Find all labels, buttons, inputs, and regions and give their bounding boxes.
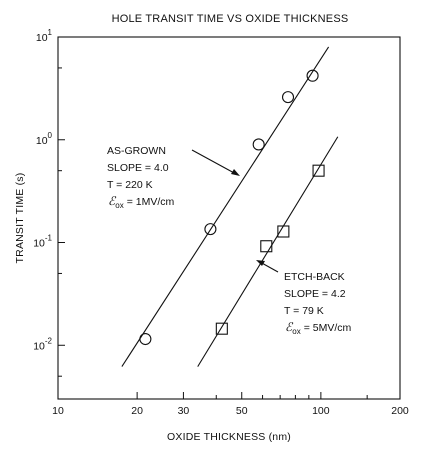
y-axis: 10-2 10-1 100 101 (33, 28, 65, 377)
data-point-circle (281, 91, 295, 104)
field-subscript: ox (115, 201, 123, 210)
y-tick-label: 100 (36, 131, 53, 147)
annotation-as-grown-name: AS-GROWN (107, 145, 166, 157)
y-tick-label: 10-1 (33, 234, 52, 250)
annotation-as-grown-pointer (191, 149, 237, 175)
x-axis: 10 20 30 50 100 200 (52, 392, 409, 417)
annotation-as-grown-slope: SLOPE = 4.0 (107, 162, 169, 174)
y-axis-title: TRANSIT TIME (s) (14, 173, 26, 264)
annotation-etch-back-name: ETCH-BACK (284, 271, 345, 283)
data-point-circle (252, 138, 265, 151)
data-point-square (215, 322, 228, 335)
annotation-etch-back-field: ℰox = 5MV/cm (285, 320, 352, 336)
x-tick-label: 30 (178, 405, 190, 417)
annotation-etch-back-slope: SLOPE = 4.2 (284, 288, 346, 300)
annotation-etch-back: ETCH-BACK SLOPE = 4.2 T = 79 K ℰox = 5MV/… (256, 260, 352, 336)
fit-line-as-grown (121, 46, 330, 367)
data-point-circle (204, 223, 217, 236)
data-point-square (277, 225, 290, 238)
annotation-etch-back-arrowhead (256, 260, 265, 266)
field-symbol: ℰ (108, 194, 117, 208)
annotation-as-grown-arrowhead (231, 169, 240, 176)
x-tick-label: 100 (312, 405, 330, 417)
data-point-square (260, 240, 273, 253)
y-tick-label: 101 (36, 28, 53, 44)
annotation-as-grown-field: ℰox = 1MV/cm (108, 194, 175, 210)
field-subscript: ox (292, 327, 300, 336)
data-point-circle (306, 69, 319, 82)
data-point-square (312, 164, 325, 177)
x-tick-label: 10 (52, 405, 64, 417)
data-point-circle (139, 332, 152, 346)
annotation-as-grown: AS-GROWN SLOPE = 4.0 T = 220 K ℰox = 1MV/… (107, 145, 240, 210)
x-tick-label: 20 (131, 405, 143, 417)
annotation-as-grown-temp: T = 220 K (107, 179, 153, 191)
data-points (139, 69, 325, 346)
y-tick-label: 10-2 (33, 336, 52, 352)
x-tick-label: 200 (391, 405, 409, 417)
x-axis-title: OXIDE THICKNESS (nm) (167, 431, 291, 443)
field-value: = 5MV/cm (304, 322, 352, 334)
plot-frame (57, 36, 401, 400)
field-symbol: ℰ (285, 320, 294, 334)
field-value: = 1MV/cm (127, 196, 175, 208)
annotation-etch-back-temp: T = 79 K (284, 305, 324, 317)
x-tick-label: 50 (236, 405, 248, 417)
chart-title: HOLE TRANSIT TIME VS OXIDE THICKNESS (112, 13, 349, 25)
